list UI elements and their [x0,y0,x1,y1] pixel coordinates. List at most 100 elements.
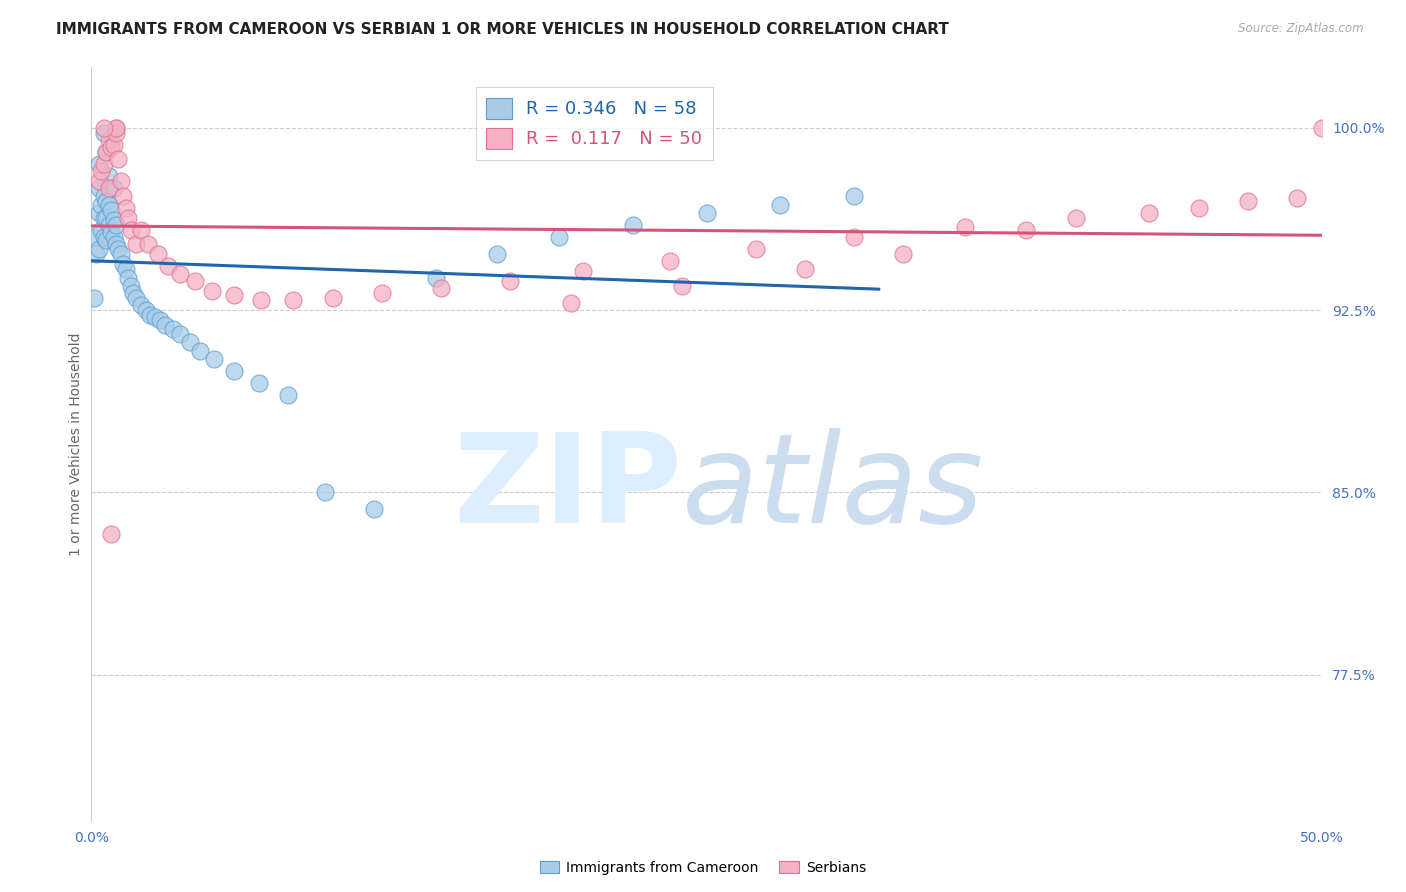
Point [103,230,125,244]
Point [105,237,127,252]
Point [117,271,139,285]
Point [429,281,451,295]
Point [87,181,110,195]
Point [114,261,138,276]
Point [96,145,117,159]
Point [1237,194,1260,208]
Point [105,120,127,135]
Point [572,264,595,278]
Point [103,181,125,195]
Point [222,288,246,302]
Point [122,285,145,300]
Point [139,308,162,322]
Point [842,230,865,244]
Point [247,376,270,390]
Point [1139,206,1161,220]
Point [498,274,520,288]
Point [363,502,385,516]
Point [90,164,112,178]
Point [250,293,273,308]
Point [107,153,129,167]
Point [1064,211,1087,225]
Point [105,126,127,140]
Point [321,291,343,305]
Point [86,247,108,261]
Point [110,174,132,188]
Point [188,344,211,359]
Point [93,211,115,225]
Point [162,322,184,336]
Point [281,293,304,308]
Point [93,120,115,135]
Point [90,198,112,212]
Point [96,211,117,225]
Point [745,242,768,256]
Text: Source: ZipAtlas.com: Source: ZipAtlas.com [1239,22,1364,36]
Point [169,327,191,342]
Point [793,261,815,276]
Point [1187,201,1209,215]
Point [100,140,122,154]
Text: ZIP: ZIP [453,428,682,549]
Point [560,295,582,310]
Point [110,247,132,261]
Point [1015,223,1038,237]
Point [100,203,122,218]
Point [658,254,681,268]
Point [105,120,127,135]
Point [96,233,117,247]
Point [83,291,105,305]
Point [671,278,693,293]
Point [100,225,122,239]
Legend: R = 0.346   N = 58, R =  0.117   N = 50: R = 0.346 N = 58, R = 0.117 N = 50 [475,87,713,160]
Point [370,285,392,300]
Point [891,247,914,261]
Point [103,137,125,152]
Point [93,188,115,202]
Point [136,237,159,252]
Point [103,213,125,227]
Point [93,157,115,171]
Point [97,169,120,184]
Point [277,388,299,402]
Text: atlas: atlas [682,428,984,549]
Point [953,220,976,235]
Point [179,334,201,349]
Point [112,257,135,271]
Y-axis label: 1 or more Vehicles in Household: 1 or more Vehicles in Household [69,332,83,556]
Point [120,278,142,293]
Point [621,218,644,232]
Point [547,230,569,244]
Point [124,291,146,305]
Point [842,188,865,202]
Point [117,211,139,225]
Point [153,318,177,332]
Point [120,223,142,237]
Point [105,218,127,232]
Point [87,157,110,171]
Legend: Immigrants from Cameroon, Serbians: Immigrants from Cameroon, Serbians [534,855,872,880]
Point [96,145,117,159]
Point [486,247,509,261]
Point [146,247,169,261]
Point [97,181,120,195]
Point [112,188,135,202]
Point [97,198,120,212]
Point [425,271,447,285]
Point [107,242,129,256]
Point [1285,191,1308,205]
Point [129,298,152,312]
Point [93,230,115,244]
Point [769,198,792,212]
Point [156,260,179,274]
Point [114,201,138,215]
Point [201,284,224,298]
Point [129,223,152,237]
Point [1310,120,1333,135]
Point [222,364,246,378]
Point [97,218,120,232]
Point [314,485,336,500]
Point [93,126,115,140]
Point [96,194,117,208]
Point [83,230,105,244]
